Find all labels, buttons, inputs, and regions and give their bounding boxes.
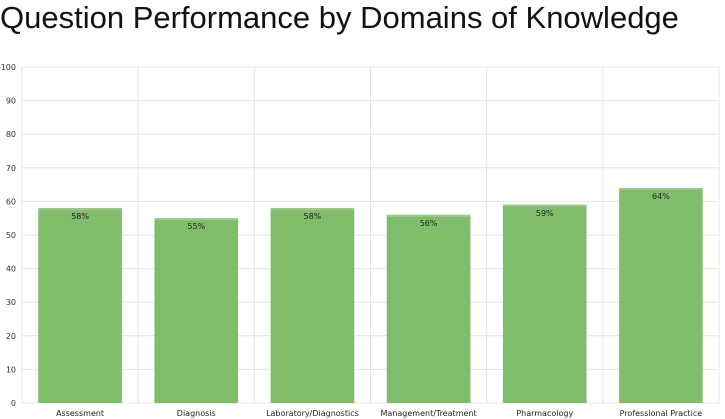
y-tick-label: 50 bbox=[6, 231, 16, 240]
y-tick-label: 20 bbox=[6, 332, 16, 341]
x-tick-label: Laboratory/Diagnostics bbox=[266, 409, 359, 418]
x-tick-label: Pharmacology bbox=[516, 409, 573, 418]
bar-top-edge bbox=[502, 204, 587, 207]
bar-professional-practice bbox=[619, 187, 703, 403]
x-tick-label: Assessment bbox=[56, 409, 104, 418]
bar-pharmacology bbox=[502, 204, 587, 403]
data-label: 64% bbox=[652, 192, 670, 201]
y-tick-label: 90 bbox=[6, 97, 16, 106]
grid-lines bbox=[21, 66, 720, 404]
x-tick-label: Professional Practice bbox=[620, 409, 703, 418]
bar-management-treatment bbox=[386, 214, 471, 403]
y-tick-label: 0 bbox=[11, 399, 16, 408]
data-labels: 58% 55% 58% 56% 59% 64% bbox=[71, 192, 670, 231]
bar-top-edge bbox=[154, 218, 239, 221]
x-tick-label: Management/Treatment bbox=[381, 409, 477, 418]
data-label: 55% bbox=[187, 222, 205, 231]
y-tick-label: 60 bbox=[6, 197, 16, 206]
bar-diagnosis bbox=[154, 218, 239, 403]
y-tick-label: 10 bbox=[6, 365, 16, 374]
y-tick-label: 80 bbox=[6, 130, 16, 139]
bar-top-edge bbox=[270, 208, 355, 211]
x-tick-label: Diagnosis bbox=[177, 409, 216, 418]
chart-title: Question Performance by Domains of Knowl… bbox=[0, 0, 679, 35]
y-axis: 0 10 20 30 40 50 60 70 80 90 100 bbox=[1, 63, 16, 408]
data-label: 59% bbox=[536, 209, 554, 218]
data-label: 56% bbox=[420, 219, 438, 228]
data-label: 58% bbox=[304, 212, 322, 221]
y-tick-label: 70 bbox=[6, 164, 16, 173]
bar-assessment bbox=[38, 208, 122, 403]
y-tick-label: 100 bbox=[1, 63, 16, 72]
bar-top-edge bbox=[38, 208, 122, 211]
y-tick-label: 40 bbox=[6, 265, 16, 274]
x-axis: Assessment Diagnosis Laboratory/Diagnostic… bbox=[56, 409, 702, 418]
data-label: 58% bbox=[71, 212, 89, 221]
bar-laboratory-diagnostics bbox=[270, 208, 355, 403]
bars bbox=[38, 187, 703, 403]
bar-top-edge bbox=[386, 214, 471, 217]
y-tick-label: 30 bbox=[6, 298, 16, 307]
bar-top-edge bbox=[619, 187, 703, 190]
